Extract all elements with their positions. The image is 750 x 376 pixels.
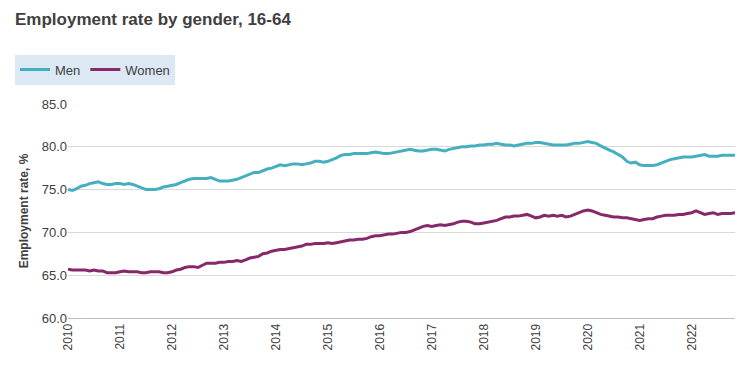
svg-text:2016: 2016 — [373, 323, 387, 350]
svg-text:65.0: 65.0 — [42, 268, 67, 283]
svg-text:2012: 2012 — [165, 323, 179, 350]
svg-text:80.0: 80.0 — [42, 139, 67, 154]
svg-text:2011: 2011 — [113, 323, 127, 349]
svg-text:Women: Women — [125, 63, 170, 78]
svg-text:2017: 2017 — [425, 323, 439, 350]
svg-text:2019: 2019 — [529, 323, 543, 350]
svg-text:2015: 2015 — [321, 323, 335, 350]
svg-text:Employment rate, %: Employment rate, % — [17, 153, 31, 268]
svg-text:2018: 2018 — [477, 323, 491, 350]
svg-text:75.0: 75.0 — [42, 182, 67, 197]
svg-text:Men: Men — [55, 63, 80, 78]
svg-text:70.0: 70.0 — [42, 225, 67, 240]
svg-text:Employment rate by gender, 16-: Employment rate by gender, 16-64 — [15, 10, 291, 29]
svg-text:60.0: 60.0 — [42, 311, 67, 326]
svg-text:2020: 2020 — [581, 323, 595, 350]
svg-text:2013: 2013 — [217, 323, 231, 350]
svg-text:85.0: 85.0 — [42, 97, 67, 112]
svg-text:2010: 2010 — [61, 323, 75, 350]
svg-text:2014: 2014 — [269, 323, 283, 350]
svg-text:2022: 2022 — [685, 323, 699, 350]
svg-text:2021: 2021 — [633, 323, 647, 350]
